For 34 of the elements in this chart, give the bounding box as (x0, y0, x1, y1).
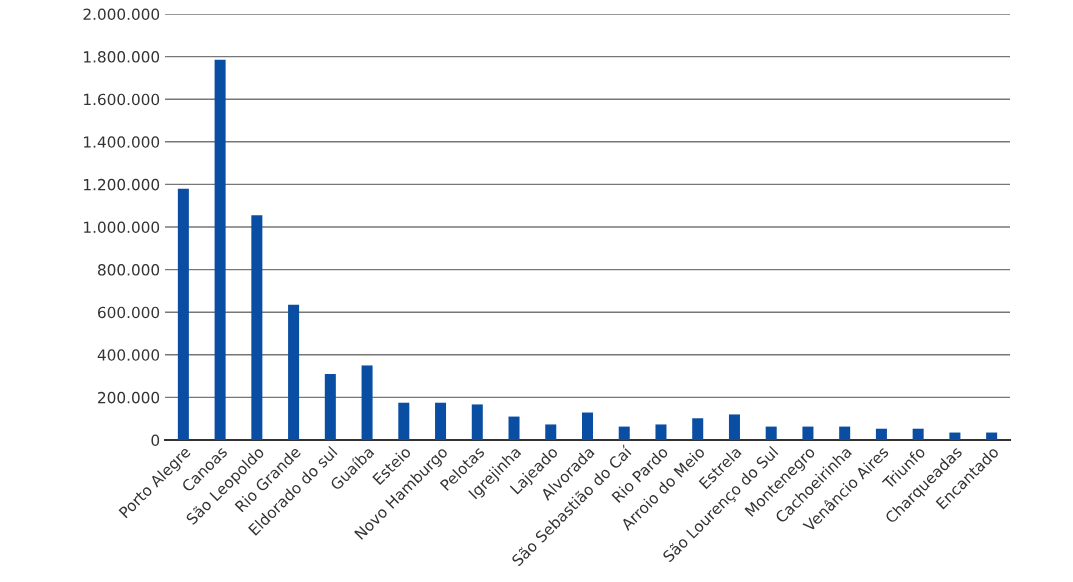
y-tick-label: 1.800.000 (84, 51, 160, 63)
bar (986, 432, 998, 440)
y-tick-label: 2.000.000 (83, 8, 160, 21)
bar (545, 424, 557, 440)
bar (214, 59, 226, 440)
bar (765, 426, 777, 440)
bar (728, 414, 740, 440)
bar (398, 402, 410, 440)
y-tick-label: 0 (151, 434, 160, 447)
y-tick-label: 1.000.000 (84, 221, 160, 234)
bar (177, 188, 189, 440)
bar (581, 412, 594, 440)
bar (618, 426, 630, 440)
bar (471, 404, 483, 440)
bar (288, 304, 300, 440)
bar (802, 426, 814, 440)
y-tick-label: 1.200.000 (84, 178, 160, 191)
y-tick-label: 1.600.000 (84, 93, 160, 106)
bar (875, 428, 887, 440)
bar (251, 215, 263, 440)
bar (655, 424, 667, 440)
y-tick-label: 400.000 (97, 349, 160, 361)
y-tick-label: 1.400.000 (84, 136, 160, 148)
y-tick-label: 200.000 (98, 391, 160, 404)
bar (361, 365, 373, 440)
bar (692, 418, 704, 440)
bar (508, 416, 520, 440)
bar (324, 373, 336, 440)
bar (435, 402, 447, 440)
bar (949, 432, 961, 440)
y-tick-label: 600.000 (98, 306, 160, 319)
y-tick-label: 800.000 (98, 264, 160, 276)
bar (912, 428, 924, 440)
bar (839, 426, 851, 440)
